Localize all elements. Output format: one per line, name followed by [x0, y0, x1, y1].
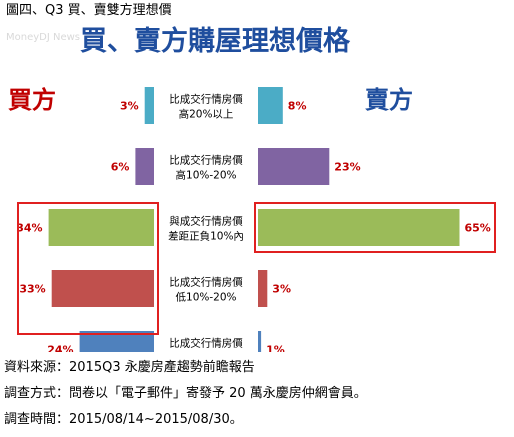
category-label-line1: 比成交行情房價 — [169, 276, 243, 289]
seller-bar — [258, 209, 460, 246]
buyer-bar-label: 6% — [111, 161, 130, 174]
seller-bar-label: 1% — [266, 344, 285, 353]
buyer-bar — [135, 148, 154, 185]
note-period: 調查時間：2015/08/14~2015/08/30。 — [4, 412, 243, 427]
category-label-line1: 與成交行情房價 — [169, 215, 243, 228]
category-label-line1: 比成交行情房價 — [169, 154, 243, 167]
buyer-bar-label: 3% — [120, 100, 139, 113]
seller-bar — [258, 270, 268, 307]
seller-bar-label: 65% — [465, 222, 491, 235]
category-label-line2: 高10%-20% — [176, 169, 237, 182]
seller-bar — [258, 331, 262, 368]
seller-bar-label: 3% — [272, 283, 291, 296]
watermark: MoneyDJ News — [6, 32, 80, 43]
buyer-bar-label: 34% — [16, 222, 42, 235]
seller-bar-label: 8% — [288, 100, 307, 113]
category-label-line2: 低10%-20% — [176, 291, 237, 304]
buyer-bar-label: 24% — [47, 344, 73, 353]
seller-bar-label: 23% — [334, 161, 360, 174]
buyer-bar — [48, 209, 154, 246]
category-label-line1: 比成交行情房價 — [169, 93, 243, 106]
legend-buyer: 買方 — [8, 86, 56, 114]
seller-highlight-box — [254, 202, 496, 253]
category-label-line2: 高20%以上 — [179, 108, 234, 121]
buyer-bar — [144, 87, 154, 124]
buyer-highlight-box — [17, 202, 159, 335]
category-label-line2: 差距正負10%內 — [168, 230, 244, 243]
chart-svg: MoneyDJ News 買、賣方購屋理想價格 買方 賣方 3% 8% 比成交行情房… — [6, 25, 496, 368]
survey-notes: 資料來源：2015Q3 永慶房產趨勢前瞻報告 調查方式：問卷以「電子郵件」寄發予… — [4, 355, 512, 433]
seller-bar — [258, 87, 283, 124]
category-label-line2: 低20%以上 — [179, 352, 234, 353]
note-method: 調查方式：問卷以「電子郵件」寄發予 20 萬永慶房仲網會員。 — [4, 386, 367, 401]
chart-figure: MoneyDJ News 買、賣方購屋理想價格 買方 賣方 3% 8% 比成交行情房… — [0, 22, 514, 368]
chart-title: 買、賣方購屋理想價格 — [80, 25, 351, 57]
figure-caption: 圖四、Q3 買、賣雙方理想價 — [6, 3, 172, 18]
category-label-line1: 比成交行情房價 — [169, 337, 243, 350]
note-source: 資料來源：2015Q3 永慶房產趨勢前瞻報告 — [4, 360, 255, 375]
seller-bar — [258, 148, 330, 185]
buyer-bar-label: 33% — [19, 283, 45, 296]
buyer-bar — [51, 270, 155, 307]
legend-seller: 賣方 — [365, 86, 413, 114]
